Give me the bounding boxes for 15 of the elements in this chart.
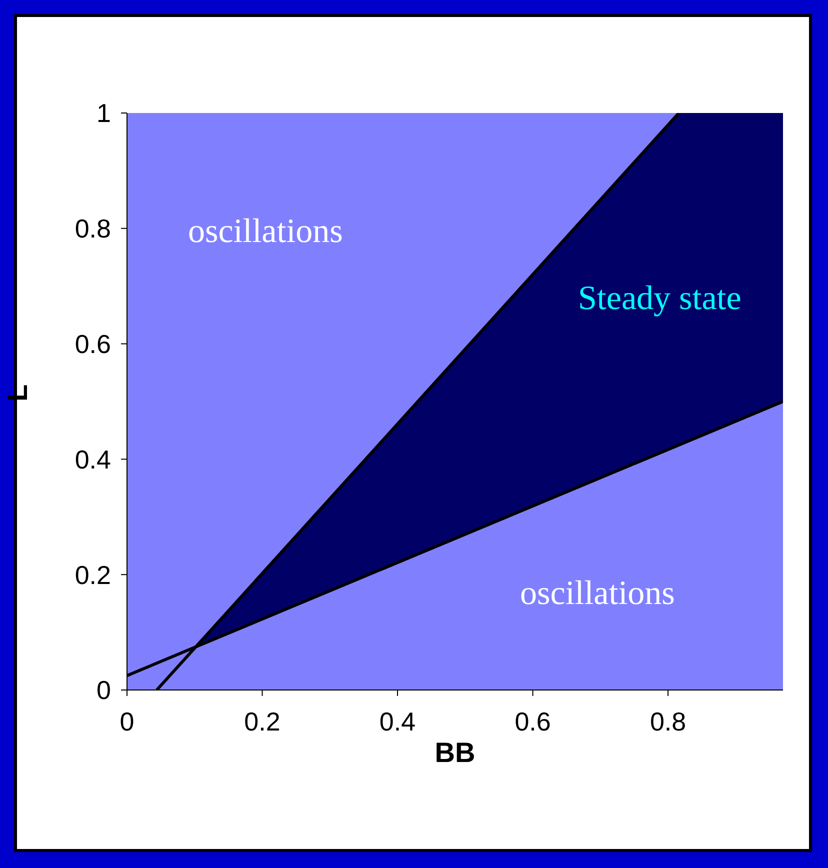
x-tick-label: 0.4: [379, 706, 416, 736]
annotation: Steady state: [578, 280, 742, 318]
y-tick-label: 0.4: [74, 444, 111, 474]
x-tick-label: 0.8: [650, 706, 686, 736]
y-tick-label: 0.8: [74, 214, 111, 244]
annotation: oscillations: [520, 575, 675, 612]
x-tick-label: 0: [120, 706, 134, 736]
x-tick-label: 0.6: [514, 706, 551, 736]
y-tick-label: 0: [96, 675, 111, 706]
y-tick-label: 0.2: [74, 560, 111, 590]
annotation: oscillations: [188, 213, 343, 250]
x-axis-title: BB: [434, 737, 476, 768]
y-tick-label: 0.6: [74, 329, 111, 360]
x-tick-label: 0.2: [244, 706, 280, 736]
y-tick-label: 1: [96, 98, 111, 128]
